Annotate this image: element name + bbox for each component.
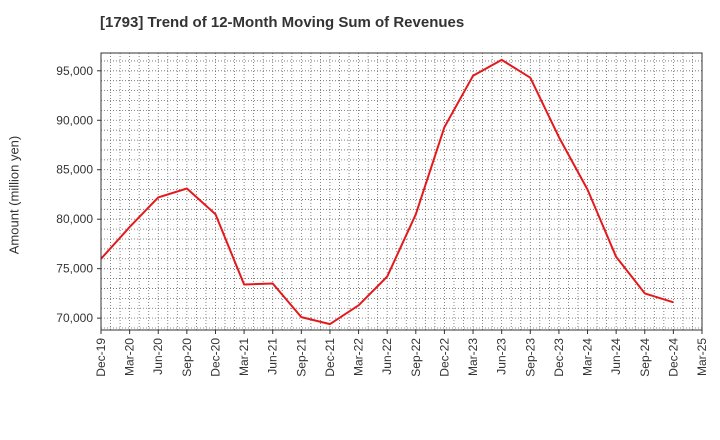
x-tick-label: Dec-23 bbox=[552, 338, 566, 377]
y-tick-label: 85,000 bbox=[56, 163, 93, 177]
x-tick-label: Sep-22 bbox=[409, 338, 423, 377]
plot-frame bbox=[100, 52, 703, 331]
y-tick-label: 95,000 bbox=[56, 64, 93, 78]
x-tick-label: Jun-24 bbox=[609, 338, 623, 375]
x-tick-label: Mar-22 bbox=[352, 338, 366, 376]
x-tick-label: Jun-20 bbox=[151, 338, 165, 375]
grid-lines bbox=[101, 53, 702, 330]
x-tick-label: Mar-24 bbox=[581, 338, 595, 376]
series-line bbox=[100, 58, 674, 326]
x-tick-label: Mar-25 bbox=[695, 338, 709, 376]
x-tick-label: Sep-21 bbox=[294, 338, 308, 377]
x-tick-label: Mar-21 bbox=[237, 338, 251, 376]
series-layer bbox=[100, 58, 674, 326]
x-tick-label: Sep-24 bbox=[638, 338, 652, 377]
x-tick-label: Jun-22 bbox=[380, 338, 394, 375]
y-ticks: 70,000 75,000 80,000 85,000 90,000 95,000 bbox=[56, 64, 101, 325]
chart-title: [1793] Trend of 12-Month Moving Sum of R… bbox=[100, 14, 465, 31]
x-tick-label: Dec-24 bbox=[666, 338, 680, 377]
x-ticks: Dec-19 Mar-20 Jun-20 Sep-20 Dec-20 Mar-21 Jun-… bbox=[94, 330, 709, 377]
x-tick-label: Dec-19 bbox=[94, 338, 108, 377]
x-tick-label: Dec-22 bbox=[437, 338, 451, 377]
x-tick-label: Sep-20 bbox=[180, 338, 194, 377]
x-tick-label: Jun-23 bbox=[495, 338, 509, 375]
x-tick-label: Dec-21 bbox=[323, 338, 337, 377]
y-tick-label: 75,000 bbox=[56, 262, 93, 276]
y-tick-label: 80,000 bbox=[56, 212, 93, 226]
y-tick-label: 90,000 bbox=[56, 113, 93, 127]
x-tick-label: Mar-23 bbox=[466, 338, 480, 376]
x-tick-label: Dec-20 bbox=[208, 338, 222, 377]
x-tick-label: Jun-21 bbox=[266, 338, 280, 375]
y-tick-label: 70,000 bbox=[56, 311, 93, 325]
x-tick-label: Mar-20 bbox=[123, 338, 137, 376]
x-tick-label: Sep-23 bbox=[523, 338, 537, 377]
